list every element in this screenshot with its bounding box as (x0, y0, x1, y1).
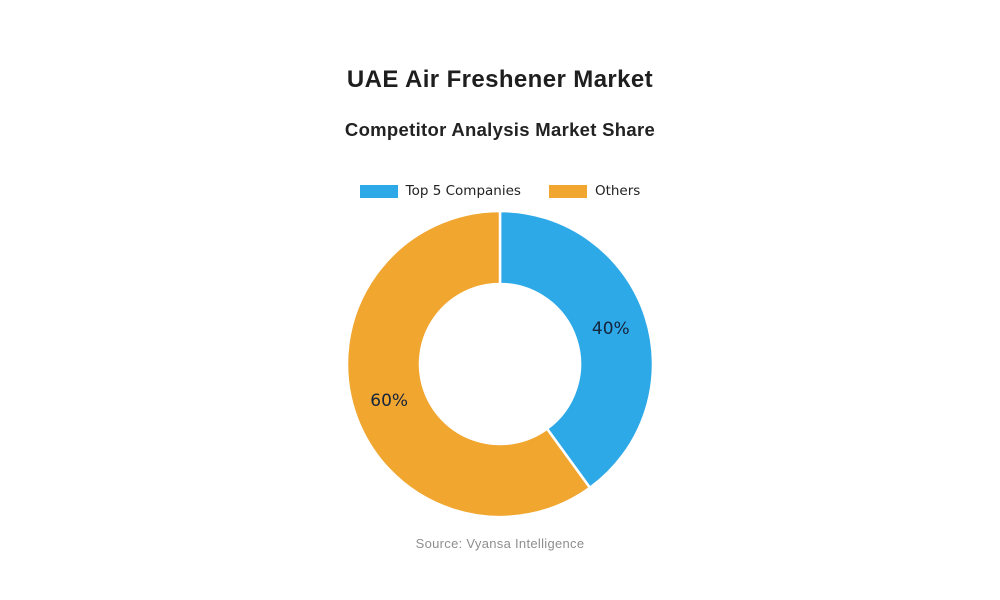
chart-subtitle: Competitor Analysis Market Share (344, 119, 656, 140)
legend-label: Top 5 Companies (405, 183, 521, 199)
source-caption: Source: Vyansa Intelligence (415, 536, 585, 551)
legend-label: Others (594, 183, 641, 199)
chart-area: 40% 60% (0, 206, 1000, 522)
legend-swatch (548, 184, 587, 198)
legend-swatch (359, 184, 398, 198)
legend: Top 5 Companies Others (0, 183, 1000, 199)
donut-chart: 40% 60% (345, 209, 655, 519)
slice-others (345, 209, 592, 519)
slice-label-others: 60% (370, 391, 408, 411)
slice-label-top-5-companies: 40% (592, 319, 630, 339)
legend-item-top-5-companies: Top 5 Companies (359, 183, 521, 199)
chart-title: UAE Air Freshener Market (346, 66, 654, 93)
legend-item-others: Others (548, 183, 641, 199)
slice-top-5-companies (498, 209, 655, 490)
